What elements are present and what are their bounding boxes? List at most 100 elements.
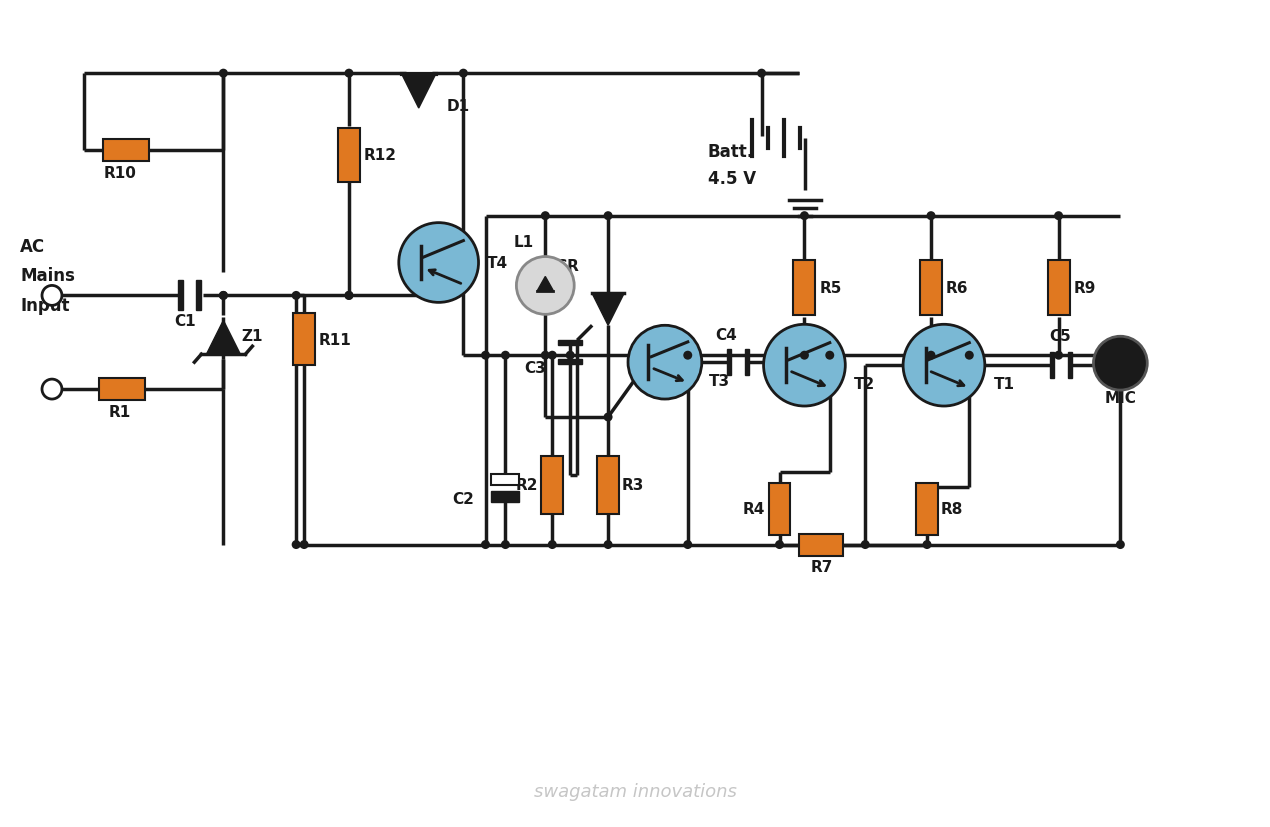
Bar xyxy=(799,534,843,556)
Circle shape xyxy=(344,292,353,300)
Circle shape xyxy=(1116,351,1125,361)
Text: Input: Input xyxy=(20,297,70,315)
Text: R9: R9 xyxy=(1073,280,1096,295)
Circle shape xyxy=(757,69,766,79)
Bar xyxy=(597,457,618,514)
Bar xyxy=(178,281,183,311)
Text: C3: C3 xyxy=(525,361,546,375)
Text: R8: R8 xyxy=(941,501,964,517)
Text: R7: R7 xyxy=(810,559,833,574)
Text: R12: R12 xyxy=(364,148,398,163)
Circle shape xyxy=(965,351,974,361)
Bar xyxy=(541,457,563,514)
Bar xyxy=(744,350,748,375)
Circle shape xyxy=(603,540,612,549)
Text: L1: L1 xyxy=(513,235,533,250)
Circle shape xyxy=(292,540,301,549)
Bar xyxy=(338,129,359,183)
Circle shape xyxy=(603,413,612,422)
Text: Mains: Mains xyxy=(20,267,75,285)
Text: R10: R10 xyxy=(103,166,136,181)
Circle shape xyxy=(763,325,846,407)
Bar xyxy=(726,350,730,375)
Bar xyxy=(99,379,145,400)
Circle shape xyxy=(344,69,353,79)
Circle shape xyxy=(683,540,692,549)
Circle shape xyxy=(500,540,511,549)
Bar xyxy=(1048,261,1069,316)
Text: C1: C1 xyxy=(175,313,197,328)
Text: AC: AC xyxy=(20,237,46,256)
Circle shape xyxy=(1054,212,1063,221)
Polygon shape xyxy=(537,277,554,291)
Circle shape xyxy=(683,351,692,361)
Circle shape xyxy=(42,286,62,306)
Bar xyxy=(1068,353,1072,379)
Text: R4: R4 xyxy=(742,501,765,517)
Circle shape xyxy=(903,325,984,407)
Circle shape xyxy=(500,351,511,361)
Circle shape xyxy=(218,69,227,79)
Circle shape xyxy=(481,540,490,549)
Circle shape xyxy=(826,351,834,361)
Text: R1: R1 xyxy=(109,404,131,419)
Circle shape xyxy=(42,380,62,399)
Text: R5: R5 xyxy=(819,280,842,295)
Circle shape xyxy=(218,292,227,300)
Circle shape xyxy=(344,292,353,300)
Circle shape xyxy=(541,212,550,221)
Bar xyxy=(1049,353,1054,379)
Bar xyxy=(919,261,942,316)
Bar xyxy=(197,281,201,311)
Text: R2: R2 xyxy=(516,478,538,493)
Circle shape xyxy=(1093,337,1147,390)
Text: T2: T2 xyxy=(855,376,875,391)
Text: T4: T4 xyxy=(486,256,508,270)
Circle shape xyxy=(927,212,936,221)
Bar xyxy=(491,491,519,502)
Circle shape xyxy=(565,351,575,361)
Circle shape xyxy=(1116,540,1125,549)
Bar xyxy=(559,360,582,365)
Polygon shape xyxy=(401,75,436,109)
Text: Z1: Z1 xyxy=(241,328,263,343)
Text: 4.5 V: 4.5 V xyxy=(707,170,756,188)
Polygon shape xyxy=(207,321,240,355)
Bar xyxy=(293,314,315,366)
Text: SCR: SCR xyxy=(546,259,580,274)
Bar xyxy=(103,140,149,161)
Bar xyxy=(491,474,519,485)
Text: MIC: MIC xyxy=(1105,390,1137,405)
Circle shape xyxy=(775,540,784,549)
Circle shape xyxy=(218,292,227,300)
Circle shape xyxy=(541,351,550,361)
Text: Batt.: Batt. xyxy=(707,143,754,160)
Text: T1: T1 xyxy=(994,376,1015,391)
Text: C2: C2 xyxy=(452,491,475,507)
Text: R11: R11 xyxy=(319,332,352,347)
Polygon shape xyxy=(592,294,624,326)
Circle shape xyxy=(292,292,301,300)
Text: C4: C4 xyxy=(715,327,737,342)
Circle shape xyxy=(629,326,702,399)
Text: swagatam innovations: swagatam innovations xyxy=(533,782,737,800)
Circle shape xyxy=(399,223,479,303)
Circle shape xyxy=(1054,351,1063,361)
Circle shape xyxy=(927,351,936,361)
Bar xyxy=(916,483,939,535)
Bar xyxy=(794,261,815,316)
Circle shape xyxy=(547,540,556,549)
Bar xyxy=(559,341,582,346)
Text: C5: C5 xyxy=(1050,328,1072,343)
Text: R6: R6 xyxy=(946,280,969,295)
Circle shape xyxy=(800,212,809,221)
Bar xyxy=(768,483,790,535)
Circle shape xyxy=(458,69,467,79)
Text: R3: R3 xyxy=(622,478,644,493)
Circle shape xyxy=(300,540,309,549)
Circle shape xyxy=(861,540,870,549)
Circle shape xyxy=(547,351,556,361)
Text: D1: D1 xyxy=(447,98,470,113)
Circle shape xyxy=(517,257,574,315)
Text: T3: T3 xyxy=(709,373,730,388)
